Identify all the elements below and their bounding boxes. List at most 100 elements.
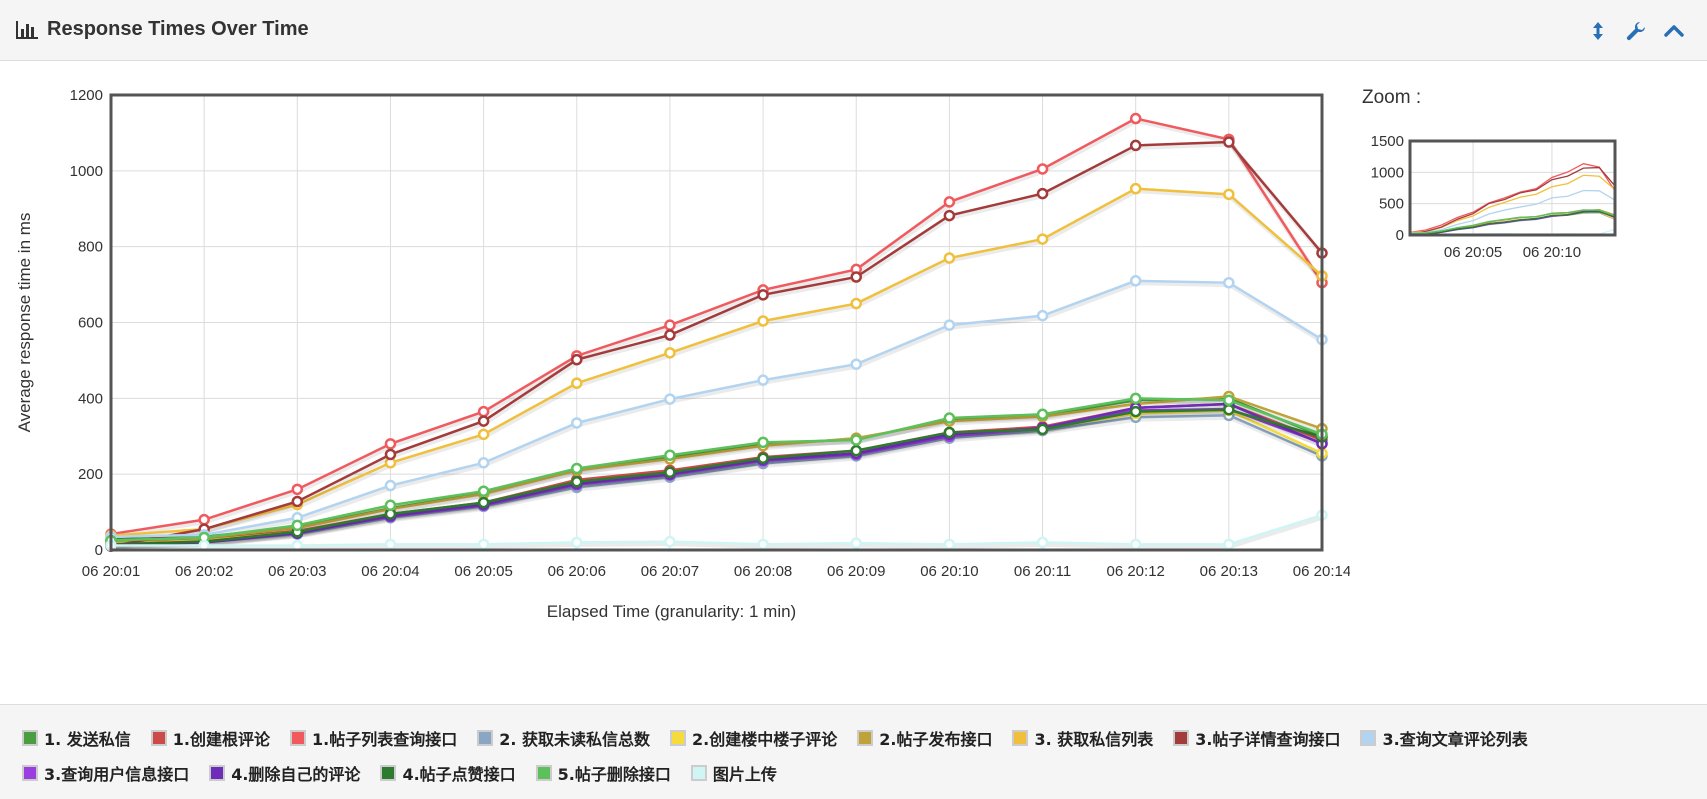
data-point[interactable] — [384, 499, 397, 512]
data-point[interactable] — [664, 319, 676, 331]
legend-label: 1. 发送私信 — [44, 729, 131, 749]
data-point[interactable] — [757, 315, 769, 327]
data-point[interactable] — [943, 196, 956, 208]
zoom-overview-chart[interactable]: 0 500 1000 1500 06 20:05 06 20:10 — [1355, 131, 1625, 261]
data-point[interactable] — [943, 426, 956, 439]
data-point[interactable] — [1223, 394, 1235, 406]
data-point[interactable] — [1129, 392, 1142, 405]
data-point[interactable] — [1036, 187, 1049, 200]
data-point[interactable] — [1129, 182, 1142, 195]
data-point[interactable] — [571, 476, 583, 488]
data-point[interactable] — [384, 538, 397, 551]
data-point[interactable] — [757, 436, 769, 449]
zoom-y-tick-label: 1500 — [1371, 133, 1404, 150]
data-point[interactable] — [943, 538, 956, 551]
series-line — [110, 117, 1324, 536]
x-tick-label: 06 20:14 — [1293, 563, 1350, 580]
legend-swatch — [380, 764, 397, 781]
series-line — [110, 397, 1323, 542]
legend-item[interactable]: 1.帖子列表查询接口 — [290, 725, 457, 750]
data-point[interactable] — [291, 483, 304, 496]
legend-label: 3.帖子详情查询接口 — [1195, 729, 1341, 749]
data-point[interactable] — [477, 428, 490, 441]
data-point[interactable] — [943, 252, 956, 264]
data-point[interactable] — [943, 319, 956, 331]
data-point[interactable] — [477, 457, 490, 469]
data-point[interactable] — [850, 444, 862, 457]
data-point[interactable] — [1036, 423, 1049, 436]
chevron-up-icon[interactable] — [1663, 20, 1685, 42]
legend-swatch — [22, 729, 38, 746]
data-point[interactable] — [850, 297, 862, 310]
data-point[interactable] — [384, 448, 397, 461]
wrench-icon[interactable] — [1625, 20, 1647, 42]
data-point[interactable] — [1036, 309, 1049, 322]
legend-item[interactable]: 1.创建根评论 — [150, 725, 270, 750]
data-point[interactable] — [943, 209, 956, 222]
legend-item[interactable]: 4.删除自己的评论 — [209, 760, 360, 785]
data-point[interactable] — [1223, 538, 1235, 551]
resize-vertical-icon[interactable] — [1587, 20, 1609, 42]
data-point[interactable] — [571, 417, 583, 429]
legend-item[interactable]: 2.帖子发布接口 — [857, 725, 992, 750]
legend-item[interactable]: 3. 获取私信列表 — [1012, 725, 1153, 750]
legend-item[interactable]: 2. 获取未读私信总数 — [477, 725, 650, 750]
legend-item[interactable]: 3.查询文章评论列表 — [1360, 725, 1528, 750]
data-point[interactable] — [757, 538, 769, 551]
legend-item[interactable]: 5.帖子删除接口 — [535, 760, 671, 785]
data-point[interactable] — [1036, 163, 1049, 175]
data-point[interactable] — [477, 405, 490, 418]
zoom-series-line — [1409, 189, 1616, 234]
data-point[interactable] — [1223, 403, 1235, 416]
data-point[interactable] — [477, 496, 490, 509]
data-point[interactable] — [1036, 233, 1049, 245]
data-point[interactable] — [664, 393, 676, 405]
data-point[interactable] — [477, 415, 490, 427]
legend-item[interactable]: 1. 发送私信 — [22, 725, 131, 750]
data-point[interactable] — [198, 513, 210, 526]
data-point[interactable] — [1129, 112, 1142, 125]
data-point[interactable] — [1036, 536, 1049, 549]
data-point[interactable] — [291, 495, 304, 508]
legend-item[interactable]: 3.查询用户信息接口 — [22, 760, 189, 785]
x-tick-label: 06 20:11 — [1014, 563, 1071, 580]
legend-swatch — [209, 764, 226, 781]
data-point[interactable] — [664, 347, 676, 359]
y-tick-label: 800 — [78, 239, 103, 256]
data-point[interactable] — [1129, 538, 1142, 551]
data-point[interactable] — [571, 377, 583, 389]
data-point[interactable] — [757, 289, 769, 301]
legend-item[interactable]: 图片上传 — [690, 760, 777, 785]
data-point[interactable] — [850, 537, 862, 549]
data-point[interactable] — [571, 353, 583, 366]
legend-label: 2.创建楼中楼子评论 — [692, 729, 838, 749]
legend-item[interactable]: 2.创建楼中楼子评论 — [670, 725, 837, 750]
data-point[interactable] — [850, 271, 862, 283]
data-point[interactable] — [1223, 188, 1235, 201]
data-point[interactable] — [943, 412, 956, 424]
data-point[interactable] — [571, 536, 583, 549]
legend-item[interactable]: 3.帖子详情查询接口 — [1173, 725, 1340, 750]
data-point[interactable] — [664, 449, 676, 461]
data-point[interactable] — [291, 519, 304, 532]
data-point[interactable] — [850, 358, 862, 370]
data-point[interactable] — [477, 485, 490, 497]
legend-item[interactable]: 4.帖子点赞接口 — [380, 760, 516, 785]
data-point[interactable] — [384, 438, 397, 450]
data-point[interactable] — [384, 479, 397, 492]
data-point[interactable] — [1129, 275, 1142, 287]
data-point[interactable] — [1129, 405, 1142, 418]
data-point[interactable] — [1223, 136, 1235, 148]
data-point[interactable] — [757, 452, 769, 464]
data-point[interactable] — [1129, 139, 1142, 152]
data-point[interactable] — [1223, 276, 1235, 289]
data-point[interactable] — [571, 462, 583, 475]
y-tick-label: 1200 — [70, 87, 103, 104]
data-point[interactable] — [757, 374, 769, 386]
data-point[interactable] — [664, 466, 676, 479]
data-point[interactable] — [850, 434, 862, 446]
data-point[interactable] — [664, 329, 676, 341]
data-point[interactable] — [1036, 408, 1049, 421]
data-point[interactable] — [477, 538, 490, 551]
data-point[interactable] — [664, 535, 676, 548]
